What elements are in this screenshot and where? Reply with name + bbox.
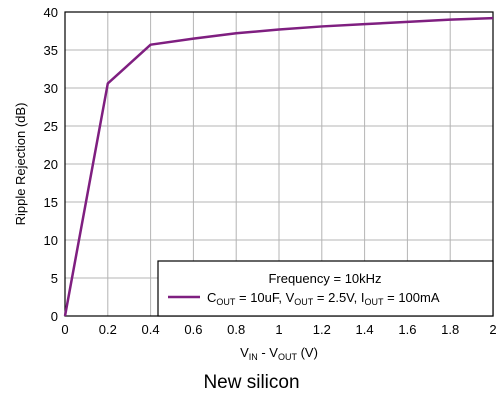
text-run: - V	[258, 345, 279, 360]
text-run: = 10uF, V	[235, 290, 294, 305]
y-tick-label: 30	[44, 81, 58, 96]
legend-box	[157, 260, 494, 317]
series-layer	[63, 16, 494, 317]
caption: New silicon	[203, 372, 300, 393]
y-tick-label: 15	[44, 195, 58, 210]
x-tick-label: 1	[275, 322, 282, 337]
x-tick-label: 1.8	[441, 322, 459, 337]
y-tick-label: 10	[44, 233, 58, 248]
x-tick-label: 0.2	[99, 322, 117, 337]
subscript: IN	[249, 352, 258, 362]
subscript: OUT	[365, 297, 385, 307]
y-axis-label: Ripple Rejection (dB)	[13, 103, 28, 226]
x-tick-label: 1.6	[398, 322, 416, 337]
text-run: = 100mA	[384, 290, 440, 305]
y-tick-label: 25	[44, 119, 58, 134]
x-tick-label: 2	[489, 322, 496, 337]
x-tick-label: 0.8	[227, 322, 245, 337]
legend: Frequency = 10kHz COUT = 10uF, VOUT = 2.…	[157, 260, 494, 317]
x-tick-label: 1.4	[356, 322, 374, 337]
text-run: C	[207, 290, 216, 305]
x-tick-label: 1.2	[313, 322, 331, 337]
x-axis-label: VIN - VOUT (V)	[240, 345, 318, 362]
x-tick-label: 0.4	[142, 322, 160, 337]
x-tick-label: 0.6	[184, 322, 202, 337]
y-tick-label: 35	[44, 43, 58, 58]
x-axis-ticks: 0 0.2 0.4 0.6 0.8 1 1.2 1.4 1.6 1.8 2	[61, 322, 496, 337]
subscript: OUT	[216, 297, 236, 307]
y-tick-label: 5	[51, 271, 58, 286]
y-axis-ticks: 0 5 10 15 20 25 30 35 40	[44, 5, 58, 324]
y-tick-label: 40	[44, 5, 58, 20]
legend-title: Frequency = 10kHz	[268, 271, 381, 286]
text-run: (V)	[297, 345, 318, 360]
text-run: = 2.5V, I	[313, 290, 364, 305]
subscript: OUT	[278, 352, 298, 362]
subscript: OUT	[294, 297, 314, 307]
text-run: V	[240, 345, 249, 360]
legend-entry: COUT = 10uF, VOUT = 2.5V, IOUT = 100mA	[207, 290, 440, 307]
y-tick-label: 20	[44, 157, 58, 172]
y-tick-label: 0	[51, 309, 58, 324]
ripple-rejection-chart: 0 0.2 0.4 0.6 0.8 1 1.2 1.4 1.6 1.8 2 0 5 10 15 20 25 30…	[13, 5, 497, 362]
x-tick-label: 0	[61, 322, 68, 337]
series-line	[63, 16, 494, 317]
